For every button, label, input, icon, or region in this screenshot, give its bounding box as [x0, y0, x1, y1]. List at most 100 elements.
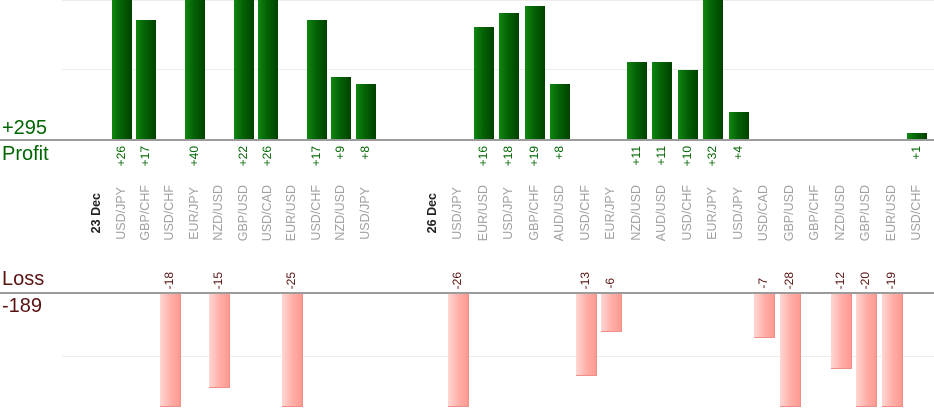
loss-value-label: -13: [578, 271, 593, 289]
profit-value-label: +18: [501, 146, 516, 167]
pair-label: USD/CAD: [260, 184, 275, 242]
profit-value-label: +9: [333, 146, 348, 160]
loss-value-label: -18: [162, 271, 177, 289]
profit-value-label: +26: [260, 146, 275, 167]
pair-label: EUR/USD: [884, 184, 899, 242]
profit-bar: [474, 27, 494, 140]
pair-label: USD/CHF: [162, 185, 177, 241]
pair-label: EUR/JPY: [187, 186, 202, 240]
pair-label: GBP/CHF: [527, 185, 542, 241]
loss-bar: [831, 294, 852, 369]
loss-bar: [448, 294, 469, 407]
loss-bar: [209, 294, 230, 388]
loss-baseline: [0, 292, 934, 294]
profit-value-label: +26: [114, 146, 129, 167]
profit-value-label: +4: [731, 146, 746, 160]
pair-label: USD/CHF: [909, 185, 924, 241]
pair-label: GBP/USD: [858, 184, 873, 242]
pair-label: USD/JPY: [731, 186, 746, 240]
pair-label: GBP/CHF: [807, 185, 822, 241]
pair-label: NZD/USD: [833, 185, 848, 241]
pair-label: EUR/USD: [284, 184, 299, 242]
profit-value-label: +8: [358, 146, 373, 160]
pair-label: USD/CHF: [309, 185, 324, 241]
pair-label: USD/CHF: [578, 185, 593, 241]
profit-bar: [729, 112, 749, 140]
profit-baseline: [0, 139, 934, 141]
pair-label: USD/CHF: [680, 185, 695, 241]
profit-value-label: +1: [909, 146, 924, 160]
loss-total-value: -189: [2, 295, 43, 317]
loss-value-label: -26: [450, 271, 465, 289]
profit-bar: [525, 6, 545, 140]
profit-value-label: +22: [236, 146, 251, 167]
pair-label: NZD/USD: [629, 185, 644, 241]
loss-bar: [754, 294, 775, 338]
profit-value-label: +11: [629, 146, 644, 166]
profit-bar: [258, 0, 278, 140]
pair-label: USD/CAD: [756, 184, 771, 242]
profit-bar: [331, 77, 351, 140]
profit-value-label: +8: [552, 146, 567, 160]
loss-axis-caption: Loss: [2, 268, 45, 290]
pair-label: EUR/JPY: [603, 186, 618, 240]
profit-bar: [652, 62, 672, 140]
pair-label: USD/JPY: [450, 186, 465, 240]
profit-bar: [185, 0, 205, 140]
pair-label: GBP/USD: [782, 184, 797, 242]
pair-label: GBP/CHF: [138, 185, 153, 241]
profit-bar: [356, 84, 376, 140]
loss-bar: [856, 294, 877, 407]
profit-bar: [678, 70, 698, 140]
profit-value-label: +10: [680, 146, 695, 167]
pair-label: NZD/USD: [211, 185, 226, 241]
pair-label: AUD/USD: [654, 184, 669, 242]
loss-bar: [576, 294, 597, 376]
profit-bar: [703, 0, 723, 140]
pair-label: USD/JPY: [358, 186, 373, 240]
profit-bar: [550, 84, 570, 140]
pair-label: USD/JPY: [114, 186, 129, 240]
profit-value-label: +11: [654, 146, 669, 166]
pair-label: AUD/USD: [552, 184, 567, 242]
profit-bar: [112, 0, 132, 140]
profit-gridline: [62, 0, 934, 1]
profit-axis-caption: Profit: [2, 143, 49, 165]
profit-value-label: +16: [476, 146, 491, 167]
loss-bar: [601, 294, 622, 332]
pair-label: USD/JPY: [501, 186, 516, 240]
pair-label: EUR/JPY: [705, 186, 720, 240]
profit-value-label: +17: [309, 146, 324, 167]
profit-gridline: [62, 69, 934, 70]
profit-bar: [907, 133, 927, 140]
loss-bar: [160, 294, 181, 407]
date-label: 26 Dec: [425, 192, 440, 234]
profit-value-label: +40: [187, 146, 202, 167]
loss-bar: [882, 294, 903, 407]
profit-bar: [627, 62, 647, 140]
profit-value-label: +17: [138, 146, 153, 167]
profit-total-value: +295: [2, 117, 48, 139]
profit-value-label: +19: [527, 146, 542, 167]
loss-value-label: -15: [211, 271, 226, 289]
loss-value-label: -12: [833, 271, 848, 289]
profit-bar: [307, 20, 327, 140]
profit-bar: [499, 13, 519, 140]
profit-value-label: +32: [705, 146, 720, 167]
pair-label: EUR/USD: [476, 184, 491, 242]
pair-label: NZD/USD: [333, 185, 348, 241]
loss-value-label: -25: [284, 271, 299, 289]
loss-value-label: -7: [756, 278, 771, 289]
loss-value-label: -28: [782, 271, 797, 289]
profit-bar: [234, 0, 254, 140]
loss-value-label: -19: [884, 271, 899, 289]
profit-bar: [136, 20, 156, 140]
loss-gridline: [62, 356, 934, 357]
loss-bar: [780, 294, 801, 407]
pair-label: GBP/USD: [236, 184, 251, 242]
date-label: 23 Dec: [89, 192, 104, 234]
loss-value-label: -20: [858, 271, 873, 289]
loss-value-label: -6: [603, 278, 618, 289]
loss-bar: [282, 294, 303, 407]
